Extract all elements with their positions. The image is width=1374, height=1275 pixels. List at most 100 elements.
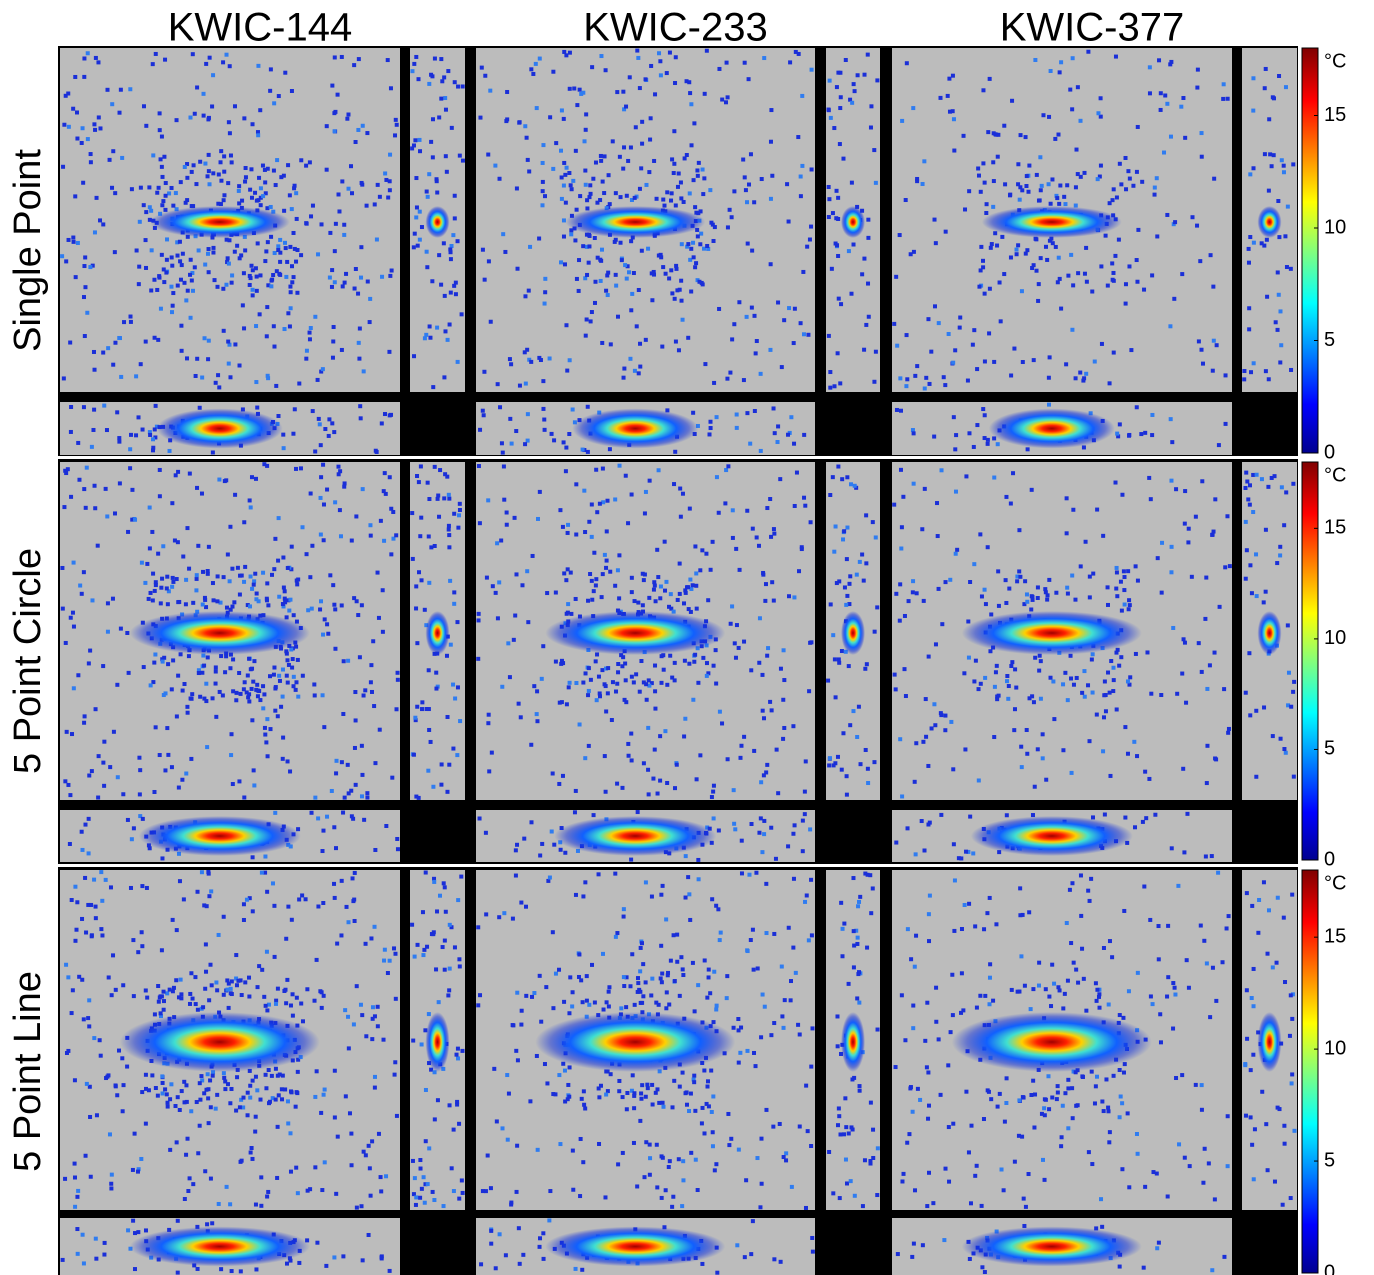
speck [342,485,346,489]
speck [1290,893,1294,897]
speck [322,1093,326,1097]
speck [461,84,465,88]
speck [175,118,179,122]
speck [1108,381,1112,385]
speck [109,885,113,889]
speck [1171,981,1175,985]
speck [217,933,221,937]
speck [387,350,391,354]
speck [1252,1004,1256,1008]
speck [107,975,111,979]
speck [649,116,653,120]
speck [301,1019,305,1023]
speck [772,406,776,410]
speck [691,961,695,965]
speck [115,410,119,414]
speck [838,142,842,146]
speck [918,1098,922,1102]
speck [236,979,240,983]
speck [1157,957,1161,961]
speck [1147,476,1151,480]
speck [1251,1053,1255,1057]
speck [646,768,650,772]
speck [1151,1002,1155,1006]
speck [624,1005,628,1009]
speck [434,687,438,691]
speck [108,158,112,162]
speck [227,1006,231,1010]
speck [377,1132,381,1136]
speck [948,578,952,582]
speck [130,488,134,492]
speck [1127,264,1131,268]
speck [1110,261,1114,265]
speck [601,180,605,184]
speck [1009,664,1013,668]
speck [683,156,687,160]
speck [543,428,547,432]
speck [182,281,186,285]
speck [692,121,696,125]
speck [361,124,365,128]
speck [431,117,435,121]
speck [923,387,927,391]
speck [616,568,620,572]
speck [876,1028,880,1032]
speck [256,689,260,693]
speck [1050,963,1054,967]
speck [613,240,617,244]
speck [457,1197,461,1201]
speck [452,284,456,288]
speck [1153,813,1157,817]
speck [169,285,173,289]
speck [356,613,360,617]
speck [186,1137,190,1141]
speck [82,570,86,574]
speck [282,174,286,178]
speck [375,450,379,454]
speck [711,790,715,794]
speck [130,837,134,841]
speck [299,466,303,470]
speck [333,280,337,284]
speck [1013,667,1017,671]
speck [1226,1164,1230,1168]
speck [239,692,243,696]
speck [242,687,246,691]
speck [1070,574,1074,578]
speck [75,110,79,114]
speck [665,781,669,785]
speck [982,927,986,931]
speck [93,506,97,510]
speck [1115,707,1119,711]
speck [110,993,114,997]
speck [981,407,985,411]
speck [96,796,100,800]
speck [540,203,544,207]
speck [283,597,287,601]
speck [685,153,689,157]
speck [421,910,425,914]
speck [1249,1115,1253,1119]
speck [935,501,939,505]
speck [520,583,524,587]
speck [237,184,241,188]
speck [977,285,981,289]
speck [184,1083,188,1087]
speck [968,1257,972,1261]
speck [149,683,153,687]
speck [369,680,373,684]
speck [144,266,148,270]
speck [191,52,195,56]
speck [170,585,174,589]
speck [587,520,591,524]
speck [739,1026,743,1030]
speck [904,198,908,202]
speck [516,1058,520,1062]
speck [643,572,647,576]
speck [644,682,648,686]
speck [250,687,254,691]
colorbar-tick-label: 15 [1324,517,1346,539]
speck [642,761,646,765]
speck [362,369,366,373]
